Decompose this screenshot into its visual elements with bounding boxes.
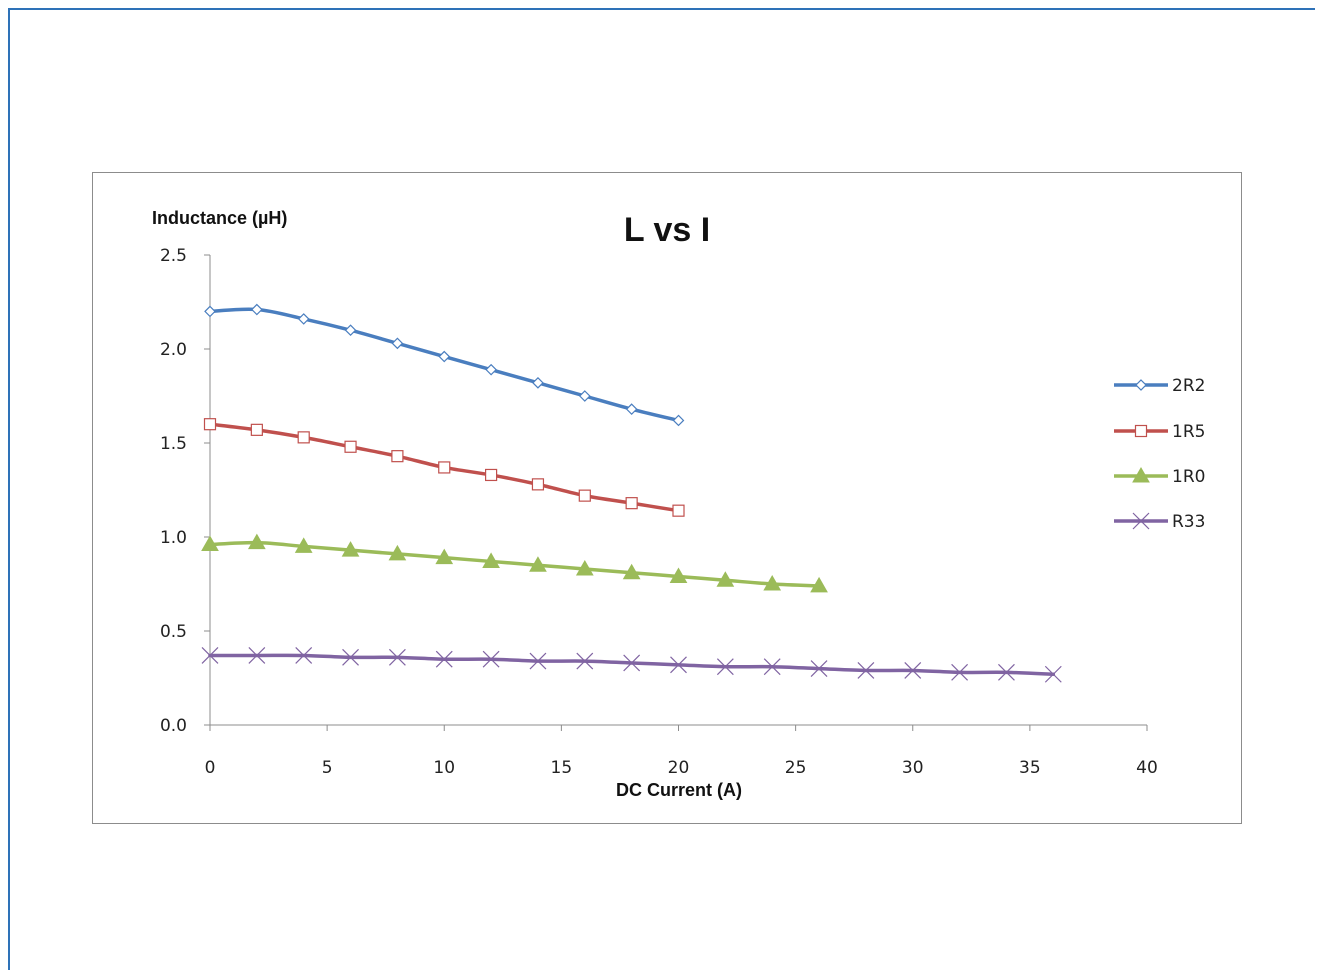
x-tick-label: 35 [1019, 758, 1041, 778]
data-point-R33 [529, 652, 547, 670]
series-2R2 [204, 303, 685, 427]
data-point-1R0 [435, 548, 454, 565]
legend-item-R33: R33 [1114, 512, 1205, 532]
data-point-2R2 [532, 376, 544, 389]
y-tick-label: 1.5 [160, 434, 187, 454]
data-point-1R0 [341, 541, 360, 557]
data-point-1R5 [297, 431, 310, 444]
y-tick-label: 2.5 [160, 246, 187, 266]
data-point-1R5 [250, 423, 263, 436]
data-point-1R0 [622, 563, 641, 580]
data-point-R33 [623, 654, 641, 672]
x-tick-label: 40 [1136, 758, 1158, 778]
data-point-2R2 [344, 324, 357, 337]
data-point-1R0 [388, 544, 407, 561]
legend-label: 2R2 [1172, 376, 1205, 396]
y-axis-label: Inductance (µH) [152, 208, 287, 228]
legend-marker [1132, 512, 1150, 530]
x-tick-label: 5 [322, 758, 333, 778]
data-point-R33 [810, 660, 828, 678]
data-point-2R2 [672, 414, 685, 427]
data-point-R33 [670, 656, 687, 674]
data-point-R33 [904, 662, 922, 679]
data-point-2R2 [251, 303, 263, 316]
data-point-R33 [857, 662, 875, 679]
series-line-2R2 [208, 307, 681, 423]
data-point-1R0 [247, 533, 266, 550]
data-point-2R2 [485, 363, 497, 376]
x-axis-label: DC Current (A) [616, 780, 742, 800]
data-point-1R0 [669, 567, 688, 583]
page-frame [8, 8, 1315, 970]
data-point-1R0 [575, 559, 594, 576]
legend-item-1R0: 1R0 [1114, 466, 1205, 487]
data-point-1R0 [529, 556, 547, 572]
y-tick-label: 0.0 [160, 716, 187, 736]
chart-title: L vs I [624, 211, 710, 249]
series-1R0 [201, 533, 828, 593]
x-tick-label: 20 [668, 758, 690, 778]
data-point-1R5 [438, 461, 451, 474]
data-point-1R0 [716, 571, 735, 587]
data-point-R33 [1044, 665, 1062, 683]
data-point-R33 [716, 658, 734, 676]
data-point-1R0 [294, 537, 313, 553]
data-point-1R5 [203, 418, 217, 431]
data-point-1R5 [531, 478, 545, 491]
data-point-1R5 [672, 504, 685, 517]
data-point-1R0 [810, 576, 828, 593]
legend-marker [1135, 379, 1147, 391]
data-point-R33 [763, 658, 781, 676]
data-point-R33 [388, 648, 406, 666]
data-point-R33 [998, 663, 1015, 681]
x-tick-label: 0 [205, 758, 216, 778]
data-point-1R0 [763, 574, 782, 591]
data-point-R33 [576, 652, 594, 670]
x-tick-label: 10 [433, 758, 455, 778]
legend: 2R2 1R5 1R0 R33 [1114, 376, 1205, 532]
y-tick-label: 2.0 [160, 340, 187, 360]
data-point-2R2 [297, 313, 310, 325]
data-point-1R5 [485, 468, 498, 482]
y-tick-label: 0.5 [160, 622, 187, 642]
legend-marker [1132, 466, 1150, 483]
legend-item-2R2: 2R2 [1114, 376, 1205, 396]
data-point-2R2 [625, 403, 638, 416]
legend-label: 1R0 [1172, 467, 1205, 487]
data-point-1R0 [201, 535, 219, 552]
legend-label: R33 [1172, 512, 1205, 532]
x-tick-label: 30 [902, 758, 924, 778]
data-point-R33 [201, 647, 219, 664]
data-point-R33 [295, 647, 313, 664]
data-point-2R2 [438, 350, 451, 363]
legend-label: 1R5 [1172, 422, 1205, 442]
legend-marker [1134, 424, 1148, 438]
series-R33 [201, 647, 1062, 683]
data-point-R33 [248, 647, 266, 664]
series-layer [201, 303, 1062, 683]
data-point-R33 [342, 648, 359, 666]
data-point-1R5 [578, 489, 591, 502]
series-line-R33 [208, 653, 1056, 676]
legend-item-1R5: 1R5 [1114, 422, 1205, 442]
data-point-2R2 [204, 305, 216, 318]
data-point-2R2 [578, 390, 591, 402]
data-point-1R5 [391, 450, 404, 463]
data-point-R33 [435, 650, 453, 668]
data-point-1R5 [625, 497, 638, 510]
data-point-1R5 [344, 440, 357, 453]
chart-container [92, 172, 1242, 824]
axes: 0.0 0.5 1.0 1.5 2.0 2.5 0 5 10 15 20 25 30 35 40 [160, 246, 1158, 778]
data-point-1R0 [482, 552, 500, 568]
x-tick-label: 15 [551, 758, 573, 778]
data-point-R33 [951, 663, 969, 681]
x-tick-label: 25 [785, 758, 807, 778]
y-tick-label: 1.0 [160, 528, 187, 548]
series-1R5 [203, 418, 685, 517]
data-point-2R2 [391, 337, 404, 350]
data-point-R33 [482, 650, 500, 668]
